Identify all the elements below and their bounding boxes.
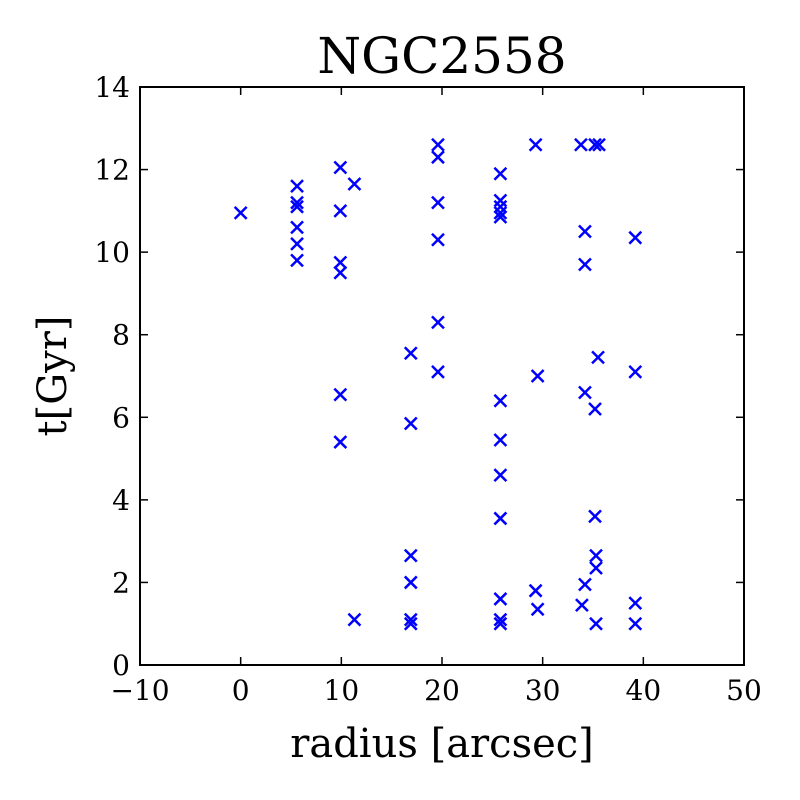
data-point [591,350,605,365]
data-point [290,237,304,251]
data-point [589,616,603,631]
data-point [588,509,602,524]
data-point [290,199,304,214]
x-axis-label: radius [arcsec] [290,721,594,767]
data-point [493,199,508,214]
data-point [493,393,508,408]
data-point [575,598,589,613]
data-point [628,596,643,610]
y-tick-label: 12 [94,154,130,187]
data-point [589,561,603,575]
data-point [493,433,508,447]
data-point [578,224,592,239]
data-point [431,315,445,330]
data-point [578,577,592,592]
data-point [530,369,545,383]
data-point [403,548,418,563]
data-point [290,253,304,268]
data-point [347,612,362,627]
data-point [628,364,643,379]
data-point [574,137,588,152]
data-point [592,137,606,152]
y-tick-label: 0 [112,649,130,682]
x-tick-label: 10 [324,674,360,707]
x-tick-label: 50 [726,674,762,707]
x-tick-label: −10 [110,674,169,707]
data-point [528,583,543,598]
data-point [431,150,445,165]
data-point [493,511,508,526]
data-point [333,387,348,402]
data-point [333,203,348,218]
data-point [528,137,543,152]
data-point [290,195,304,210]
data-point [290,220,304,235]
data-point [403,616,418,631]
plot-frame [139,86,745,666]
data-point [403,612,418,627]
data-point [493,193,508,208]
chart-title: NGC2558 [317,27,566,85]
data-points [233,137,643,631]
data-point [493,206,508,220]
data-point [493,210,508,224]
data-point [347,177,362,191]
y-tick-label: 14 [94,71,130,104]
data-point [431,364,445,379]
data-point [403,346,418,361]
data-point [493,166,508,181]
data-point [233,206,248,220]
y-tick-label: 2 [112,566,130,599]
data-point [333,255,348,270]
data-point [403,416,418,431]
data-point [493,612,508,627]
data-point [588,137,602,152]
x-tick-label: 20 [424,674,460,707]
data-point [530,602,545,617]
data-point [403,575,418,590]
y-tick-label: 6 [112,401,130,434]
y-tick-label: 10 [94,236,130,269]
data-point [493,616,508,631]
x-tick-label: 0 [232,674,250,707]
data-point [628,616,643,631]
y-tick-label: 8 [112,319,130,352]
data-point [493,592,508,606]
data-point [431,137,445,152]
data-point [628,230,643,245]
x-tick-label: 40 [626,674,662,707]
data-point [578,257,592,272]
data-point [333,160,348,175]
y-axis-label: t[Gyr] [30,316,76,437]
y-tick-label: 4 [112,484,130,517]
data-point [290,179,304,193]
data-point [431,232,445,247]
data-point [578,385,592,400]
x-tick-label: 30 [525,674,561,707]
data-point [333,265,348,280]
data-point [333,435,348,449]
data-point [589,548,603,563]
data-point [493,468,508,482]
data-point [588,402,602,416]
data-point [431,195,445,210]
